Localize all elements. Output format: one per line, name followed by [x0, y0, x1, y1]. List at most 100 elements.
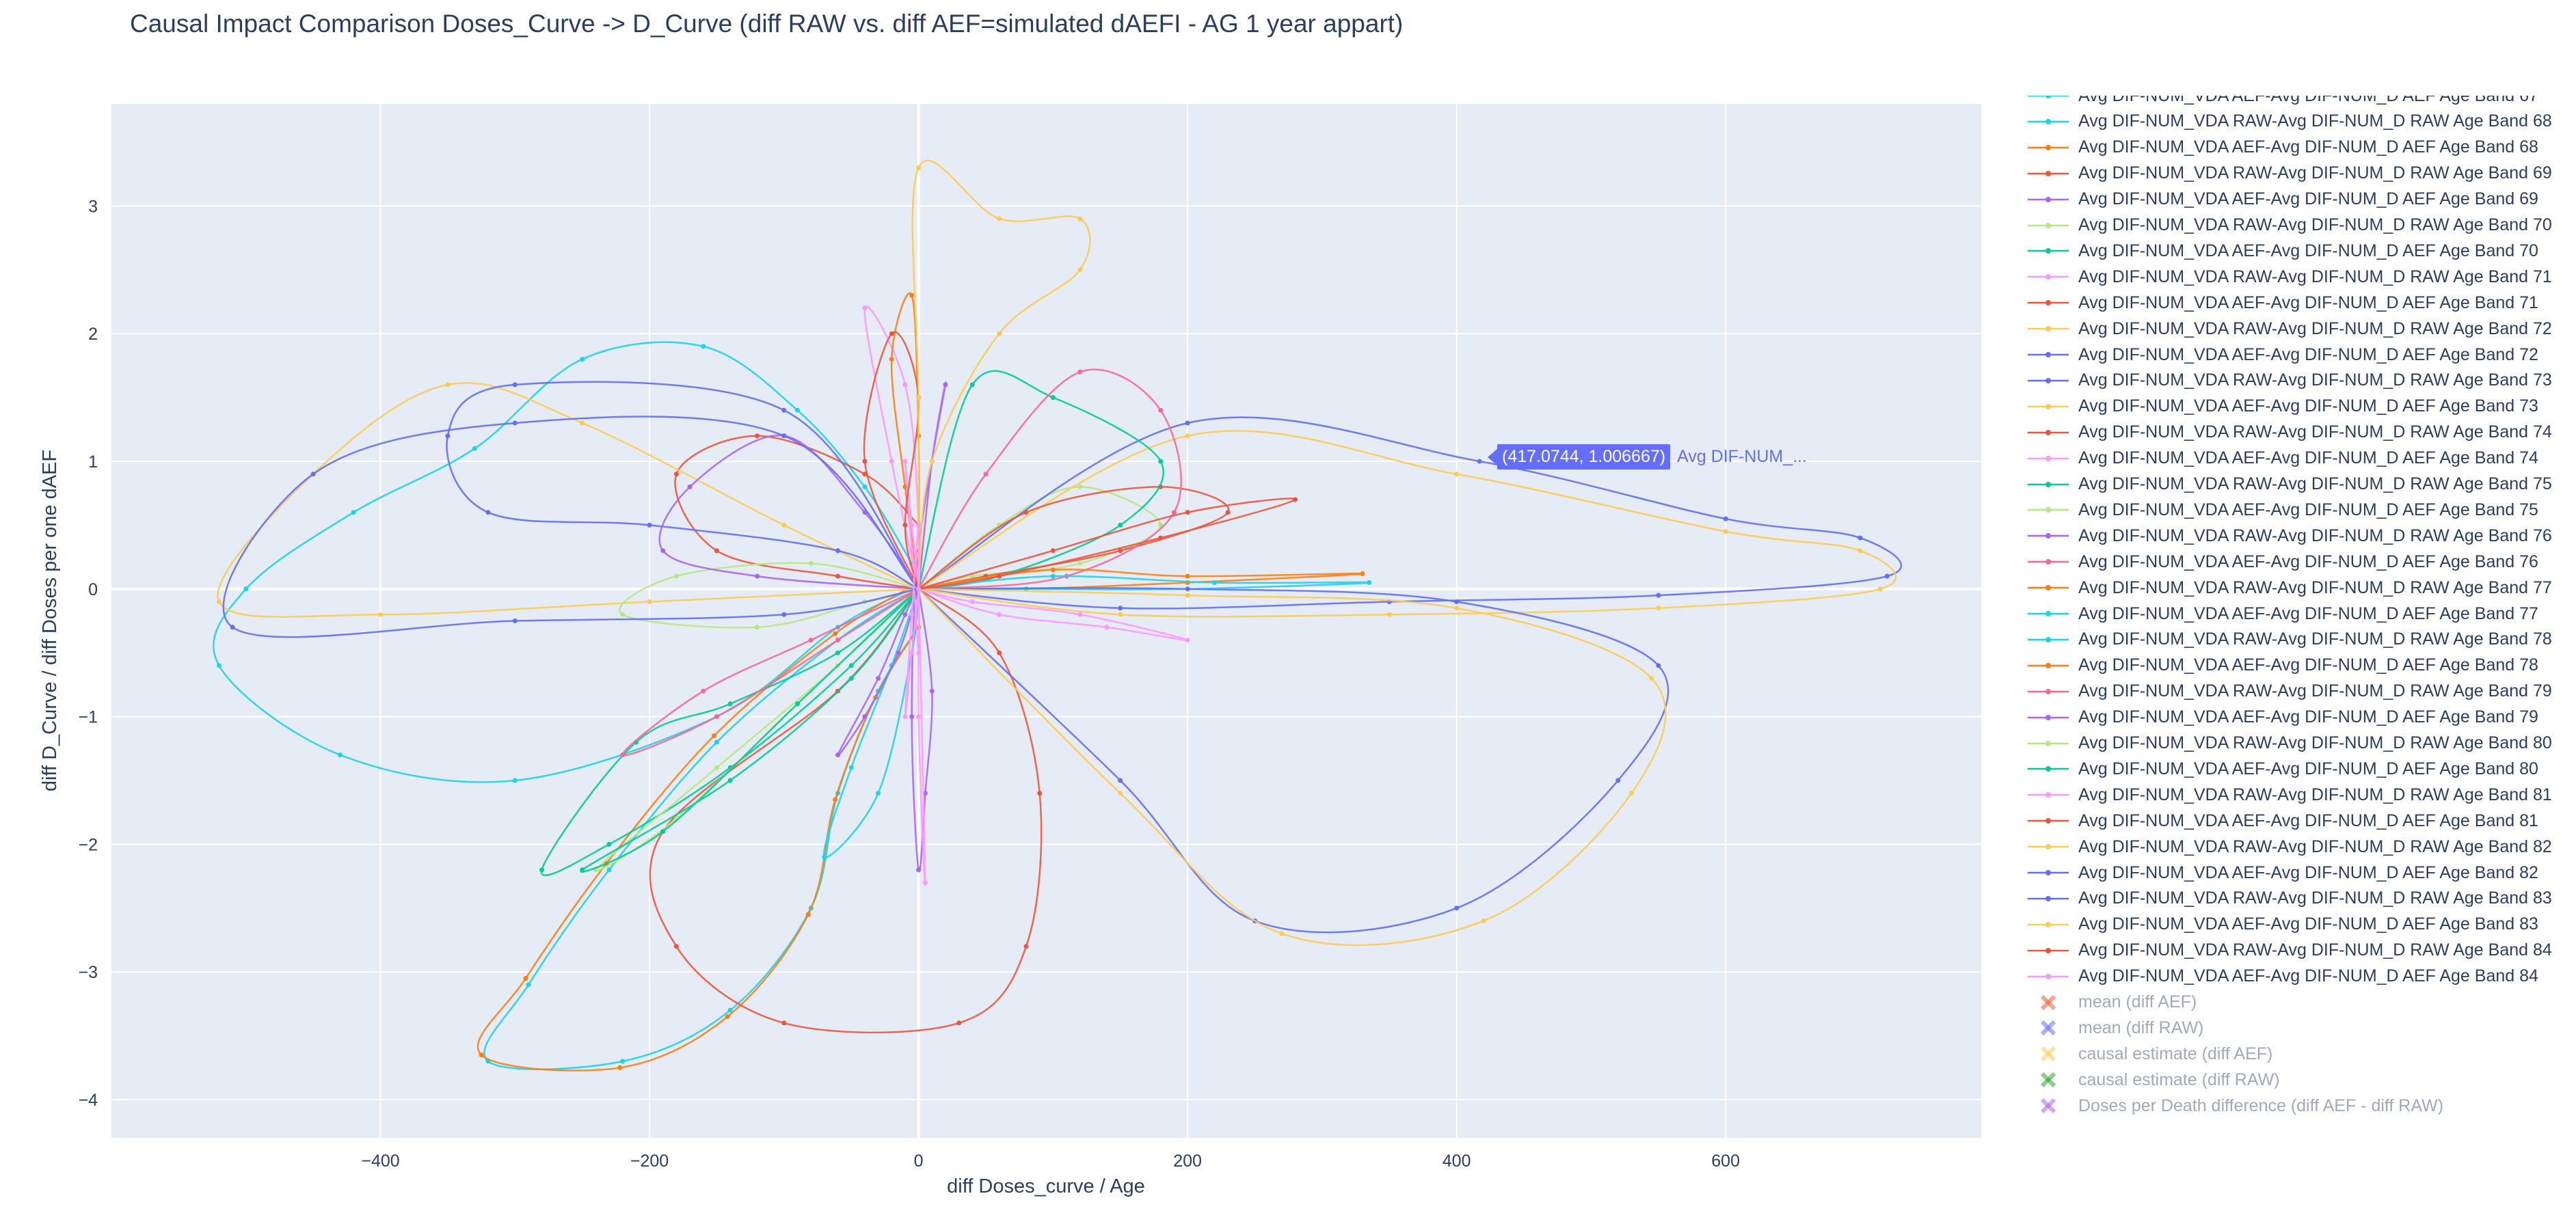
data-point[interactable]	[485, 510, 491, 515]
data-point[interactable]	[909, 612, 915, 617]
data-point[interactable]	[805, 912, 811, 917]
data-point[interactable]	[1279, 931, 1285, 936]
data-point[interactable]	[617, 1065, 623, 1070]
plot-area[interactable]: −400 −200 0 200 400 600 −4 −3 −2 −1 0 1 2 3 diff Dose…	[0, 0, 1996, 1211]
data-point[interactable]	[1050, 573, 1056, 579]
data-point[interactable]	[1023, 944, 1029, 949]
legend-item[interactable]: Avg DIF-NUM_VDA AEF-Avg DIF-NUM_D AEF Ag…	[2024, 601, 2538, 627]
data-point[interactable]	[673, 573, 679, 579]
legend-item[interactable]: Avg DIF-NUM_VDA RAW-Avg DIF-NUM_D RAW Ag…	[2024, 834, 2552, 860]
legend-item[interactable]: Avg DIF-NUM_VDA RAW-Avg DIF-NUM_D RAW Ag…	[2024, 575, 2552, 601]
data-point[interactable]	[725, 1014, 730, 1019]
data-point[interactable]	[862, 714, 868, 720]
series-path[interactable]	[917, 370, 1165, 590]
legend-item[interactable]: Avg DIF-NUM_VDA RAW-Avg DIF-NUM_D RAW Ag…	[2024, 731, 2552, 757]
data-point[interactable]	[714, 739, 719, 745]
data-point[interactable]	[1723, 529, 1728, 534]
data-point[interactable]	[1118, 612, 1123, 617]
data-point[interactable]	[1158, 407, 1164, 413]
legend-item[interactable]: Avg DIF-NUM_VDA AEF-Avg DIF-NUM_D AEF Ag…	[2024, 497, 2538, 523]
data-point[interactable]	[781, 1020, 787, 1026]
data-point[interactable]	[835, 548, 840, 554]
data-point[interactable]	[673, 944, 679, 949]
series-path[interactable]	[217, 382, 920, 618]
data-point[interactable]	[701, 344, 706, 349]
data-point[interactable]	[1171, 510, 1177, 515]
data-point[interactable]	[835, 752, 840, 758]
data-point[interactable]	[647, 522, 652, 528]
data-point[interactable]	[351, 510, 356, 515]
data-point[interactable]	[1118, 548, 1123, 554]
data-point[interactable]	[916, 395, 922, 400]
data-point[interactable]	[997, 650, 1002, 655]
data-point[interactable]	[687, 484, 693, 489]
data-point[interactable]	[712, 733, 716, 739]
data-point[interactable]	[445, 382, 451, 387]
data-point[interactable]	[1454, 599, 1460, 604]
legend-item[interactable]: Avg DIF-NUM_VDA RAW-Avg DIF-NUM_D RAW Ag…	[2024, 679, 2552, 705]
series-path[interactable]	[213, 341, 913, 783]
data-point[interactable]	[1185, 573, 1190, 579]
data-point[interactable]	[862, 459, 868, 464]
data-point[interactable]	[997, 612, 1002, 617]
series-path[interactable]	[222, 416, 920, 638]
data-point[interactable]	[445, 433, 451, 439]
data-point[interactable]	[929, 459, 935, 464]
data-point[interactable]	[606, 841, 612, 847]
legend-item[interactable]: Avg DIF-NUM_VDA AEF-Avg DIF-NUM_D AEF Ag…	[2024, 860, 2538, 886]
data-point[interactable]	[969, 573, 975, 579]
data-point[interactable]	[862, 305, 868, 311]
data-point[interactable]	[512, 420, 518, 426]
legend-item[interactable]: Avg DIF-NUM_VDA AEF-Avg DIF-NUM_D AEF Ag…	[2024, 912, 2538, 938]
data-point[interactable]	[1225, 510, 1231, 515]
legend-item[interactable]: Avg DIF-NUM_VDA AEF-Avg DIF-NUM_D AEF Ag…	[2024, 446, 2538, 472]
data-point[interactable]	[472, 446, 477, 451]
data-point[interactable]	[902, 612, 908, 617]
data-point[interactable]	[916, 650, 922, 655]
legend-item[interactable]: Avg DIF-NUM_VDA AEF-Avg DIF-NUM_D AEF Ag…	[2024, 756, 2538, 782]
legend-item[interactable]: Avg DIF-NUM_VDA AEF-Avg DIF-NUM_D AEF Ag…	[2024, 96, 2538, 109]
legend-item[interactable]: causal estimate (diff AEF)	[2024, 1041, 2272, 1067]
data-point[interactable]	[216, 599, 222, 604]
data-point[interactable]	[620, 612, 626, 617]
data-point[interactable]	[243, 586, 249, 592]
data-point[interactable]	[1037, 791, 1043, 796]
data-point[interactable]	[781, 522, 787, 528]
data-point[interactable]	[1118, 791, 1123, 796]
data-point[interactable]	[1723, 516, 1728, 521]
legend-item[interactable]: Avg DIF-NUM_VDA AEF-Avg DIF-NUM_D AEF Ag…	[2024, 238, 2538, 264]
data-point[interactable]	[1050, 395, 1056, 400]
data-point[interactable]	[727, 1007, 733, 1013]
data-point[interactable]	[1477, 459, 1482, 464]
legend-item[interactable]: Avg DIF-NUM_VDA AEF-Avg DIF-NUM_D AEF Ag…	[2024, 342, 2538, 368]
data-point[interactable]	[1656, 606, 1661, 611]
data-point[interactable]	[848, 676, 854, 681]
data-point[interactable]	[1454, 472, 1460, 477]
data-point[interactable]	[1454, 606, 1460, 611]
data-point[interactable]	[1884, 573, 1890, 579]
data-point[interactable]	[889, 357, 894, 362]
legend-item[interactable]: Doses per Death difference (diff AEF - d…	[2024, 1093, 2443, 1119]
legend-item[interactable]: Avg DIF-NUM_VDA RAW-Avg DIF-NUM_D RAW Ag…	[2024, 472, 2552, 498]
data-point[interactable]	[833, 631, 838, 636]
data-point[interactable]	[620, 752, 626, 758]
series-path[interactable]	[911, 381, 947, 873]
legend-item[interactable]: Avg DIF-NUM_VDA AEF-Avg DIF-NUM_D AEF Ag…	[2024, 290, 2538, 316]
data-point[interactable]	[808, 638, 814, 642]
data-point[interactable]	[1077, 267, 1083, 273]
data-point[interactable]	[1615, 778, 1621, 783]
data-point[interactable]	[848, 765, 854, 770]
series-path[interactable]	[917, 416, 1903, 610]
legend-item[interactable]: Avg DIF-NUM_VDA RAW-Avg DIF-NUM_D RAW Ag…	[2024, 886, 2552, 912]
data-point[interactable]	[916, 165, 922, 170]
data-point[interactable]	[1185, 420, 1190, 426]
data-point[interactable]	[929, 688, 935, 694]
data-point[interactable]	[862, 484, 868, 489]
data-point[interactable]	[1077, 560, 1083, 566]
data-point[interactable]	[1185, 638, 1190, 642]
data-point[interactable]	[755, 433, 760, 439]
data-point[interactable]	[606, 867, 612, 873]
data-point[interactable]	[1077, 369, 1083, 375]
data-point[interactable]	[1158, 459, 1164, 464]
data-point[interactable]	[889, 459, 894, 464]
